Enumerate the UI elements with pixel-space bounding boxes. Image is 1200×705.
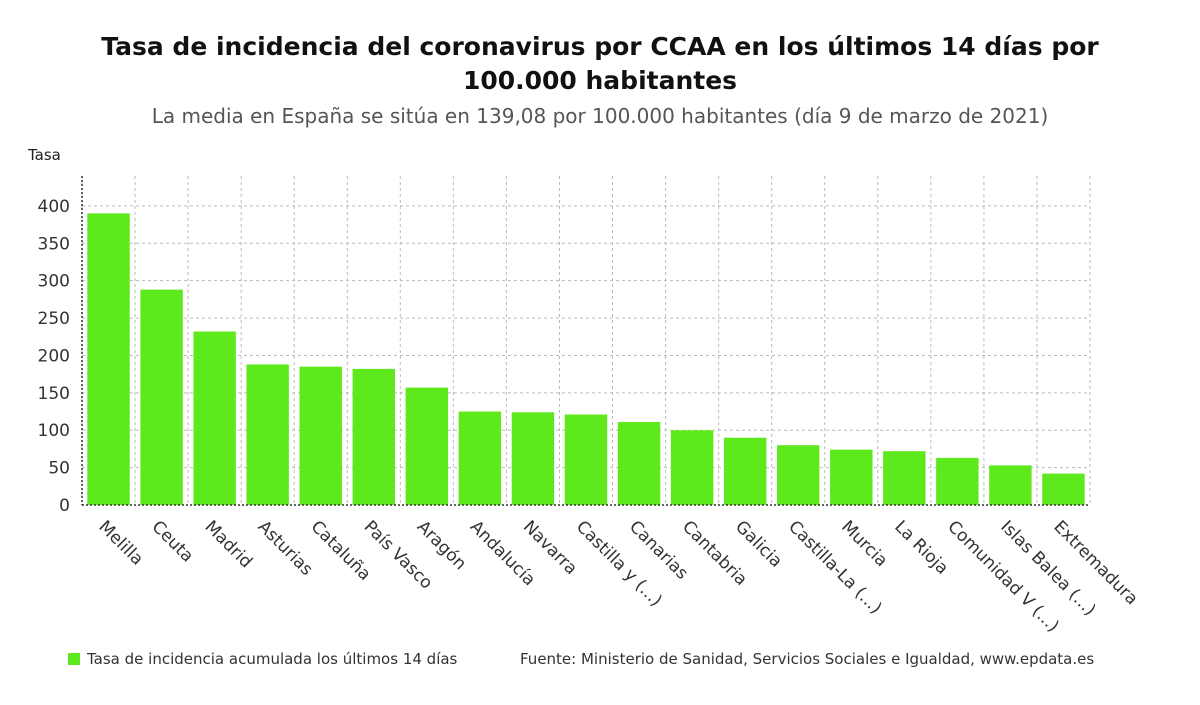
chart-title: Tasa de incidencia del coronavirus por C… [101, 32, 1099, 95]
bar [564, 414, 608, 505]
bar [723, 437, 767, 505]
bar [458, 411, 502, 505]
x-tick-label: Asturias [254, 517, 317, 580]
x-tick-label: Melilla [95, 517, 148, 570]
bar [830, 449, 873, 505]
y-tick-label: 200 [38, 346, 70, 366]
y-axis-title: Tasa [28, 146, 61, 164]
y-tick-label: 50 [48, 459, 70, 479]
bar [883, 451, 926, 505]
y-tick-label: 100 [38, 421, 70, 441]
bar [352, 368, 396, 505]
legend[interactable]: Tasa de incidencia acumulada los últimos… [68, 650, 457, 668]
bar [405, 387, 449, 505]
source-note: Fuente: Ministerio de Sanidad, Servicios… [520, 650, 1095, 668]
bar [989, 465, 1032, 505]
x-tick-label: Madrid [201, 517, 256, 572]
y-tick-label: 150 [38, 384, 70, 404]
y-tick-label: 0 [59, 496, 70, 516]
chart-subtitle: La media en España se sitúa en 139,08 po… [151, 104, 1049, 128]
y-tick-label: 300 [38, 272, 70, 292]
legend-swatch [68, 653, 80, 665]
bar [246, 364, 289, 505]
y-tick-label: 250 [38, 309, 70, 329]
bar [511, 412, 555, 505]
bar [670, 430, 714, 505]
bar [617, 422, 661, 505]
y-tick-label: 350 [38, 234, 70, 254]
chart-footer: Tasa de incidencia acumulada los últimos… [0, 646, 1200, 676]
bar [140, 289, 183, 505]
legend-label: Tasa de incidencia acumulada los últimos… [87, 650, 458, 668]
x-tick-label: Islas Balea (...) [996, 517, 1099, 620]
bar [299, 366, 342, 505]
bar-chart: 0 50 100 150 200 250 300 350 400 Melilla Ceuta Madr… [38, 176, 1142, 636]
x-tick-label: Ceuta [148, 517, 198, 567]
bar [193, 331, 236, 505]
y-tick-label: 400 [38, 197, 70, 217]
bar [936, 457, 979, 505]
bar [87, 213, 130, 506]
bar [776, 445, 820, 505]
x-tick-label: Castilla-La (...) [784, 517, 885, 618]
x-tick-label: La Rioja [890, 517, 952, 579]
bar [1042, 473, 1085, 505]
